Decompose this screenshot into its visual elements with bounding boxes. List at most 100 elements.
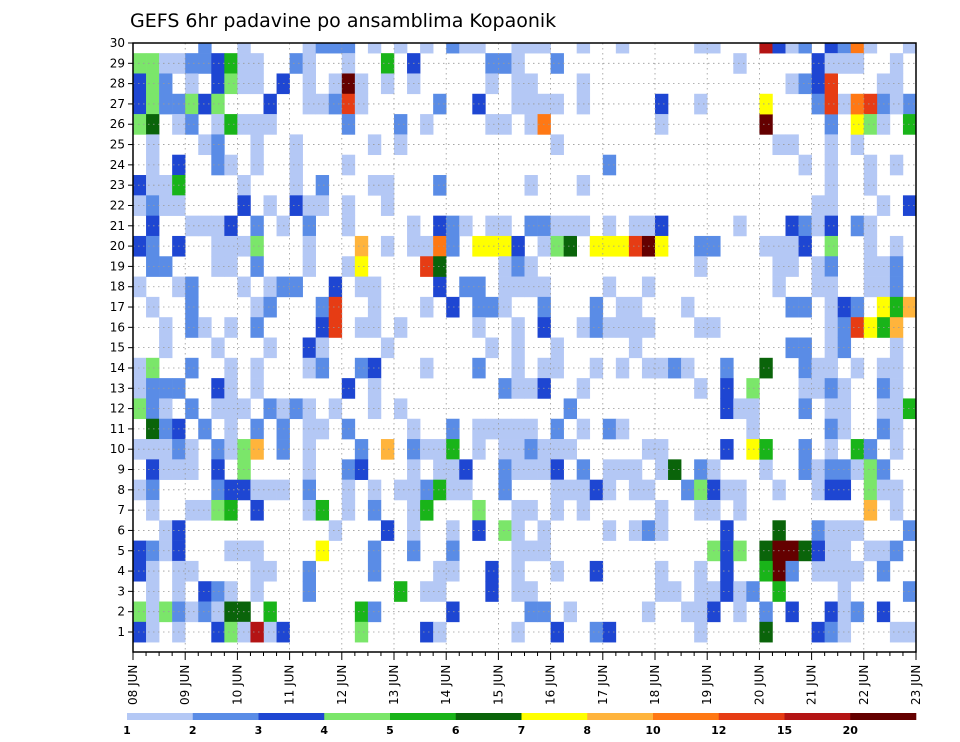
heatmap-cell xyxy=(759,357,773,379)
heatmap-cell xyxy=(328,93,343,115)
heatmap-cell xyxy=(889,398,904,420)
heatmap-cell xyxy=(367,276,382,298)
heatmap-cell xyxy=(394,398,408,420)
heatmap-cell xyxy=(146,114,160,135)
heatmap-cell xyxy=(367,134,382,156)
x-tick-label: 18 JUN xyxy=(648,665,662,705)
heatmap-cell xyxy=(785,337,799,359)
heatmap-cell xyxy=(785,560,799,582)
heatmap-cell xyxy=(224,601,238,623)
x-tick-label: 09 JUN xyxy=(178,665,192,705)
heatmap-cell xyxy=(850,114,865,135)
heatmap-cell xyxy=(354,276,369,298)
heatmap-cell xyxy=(524,114,538,135)
heatmap-cell xyxy=(367,317,382,338)
heatmap-cell xyxy=(250,53,264,74)
heatmap-cell xyxy=(655,235,669,257)
heatmap-cell xyxy=(315,195,330,216)
heatmap-cell xyxy=(524,601,538,623)
heatmap-cell xyxy=(550,418,564,440)
heatmap-cell xyxy=(720,581,734,602)
heatmap-cell xyxy=(211,235,225,257)
y-tick-label: 29 xyxy=(110,56,125,70)
y-tick-label: 3 xyxy=(117,584,125,598)
heatmap-cell xyxy=(185,439,199,460)
colorbar-label: 7 xyxy=(518,724,526,737)
heatmap-cell xyxy=(315,317,330,338)
heatmap-cell xyxy=(250,560,264,582)
heatmap-cell xyxy=(367,175,382,196)
heatmap-cell xyxy=(824,398,838,420)
heatmap-cell xyxy=(224,540,238,562)
heatmap-cell xyxy=(498,418,512,440)
heatmap-cell xyxy=(889,439,904,460)
x-tick-label: 15 JUN xyxy=(491,665,505,705)
y-tick-label: 9 xyxy=(117,463,125,477)
heatmap-cell xyxy=(863,540,878,562)
heatmap-cell xyxy=(224,357,238,379)
heatmap-cell xyxy=(824,43,838,54)
heatmap-cell xyxy=(224,621,238,643)
heatmap-cell xyxy=(798,296,812,318)
heatmap-cell xyxy=(550,459,564,480)
heatmap-cell xyxy=(824,195,838,216)
colorbar-label: 20 xyxy=(843,724,859,737)
heatmap-cell xyxy=(146,215,160,237)
heatmap-cell xyxy=(524,418,538,440)
heatmap-cell xyxy=(263,479,277,501)
heatmap-cell xyxy=(159,378,173,399)
colorbar-swatch xyxy=(324,713,391,720)
y-tick-label: 20 xyxy=(110,239,125,253)
heatmap-cell xyxy=(159,256,173,277)
heatmap-cell xyxy=(824,256,838,277)
heatmap-cell xyxy=(159,73,173,95)
heatmap-cell xyxy=(498,215,512,237)
heatmap-cell xyxy=(850,317,865,338)
heatmap-cell xyxy=(628,296,643,318)
heatmap-cell xyxy=(798,215,812,237)
heatmap-cell xyxy=(694,621,708,643)
heatmap-cell xyxy=(785,73,799,95)
heatmap-cell xyxy=(302,43,316,54)
heatmap-cell xyxy=(798,235,812,257)
heatmap-cell xyxy=(550,560,564,582)
heatmap-cell xyxy=(263,337,277,359)
heatmap-cell xyxy=(524,93,538,115)
heatmap-cell xyxy=(824,276,838,298)
heatmap-cell xyxy=(668,459,682,480)
heatmap-cell xyxy=(863,439,878,460)
heatmap-cell xyxy=(315,296,330,318)
heatmap-cell xyxy=(485,215,499,237)
heatmap-cell xyxy=(250,317,264,338)
heatmap-cell xyxy=(394,479,408,501)
heatmap-cell xyxy=(889,317,904,338)
heatmap-cell xyxy=(146,154,160,176)
heatmap-cell xyxy=(159,439,173,460)
heatmap-cell xyxy=(433,215,447,237)
colorbar-swatch xyxy=(455,713,522,720)
x-tick-label: 14 JUN xyxy=(439,665,453,705)
heatmap-cell xyxy=(367,560,382,582)
heatmap-cell xyxy=(889,378,904,399)
heatmap-cell xyxy=(850,601,865,623)
heatmap-cell xyxy=(459,479,473,501)
heatmap-cell xyxy=(146,418,160,440)
heatmap-cell xyxy=(224,418,238,440)
heatmap-cell xyxy=(550,357,564,379)
heatmap-cell xyxy=(863,154,878,176)
heatmap-cell xyxy=(185,357,199,379)
heatmap-cell xyxy=(589,479,604,501)
heatmap-cell xyxy=(524,378,538,399)
heatmap-cell xyxy=(524,439,538,460)
heatmap-cell xyxy=(133,479,147,501)
heatmap-cell xyxy=(902,520,917,541)
heatmap-cell xyxy=(380,53,395,74)
x-tick-label: 16 JUN xyxy=(544,665,558,705)
heatmap-cell xyxy=(863,317,878,338)
heatmap-cell xyxy=(367,540,382,562)
heatmap-cell xyxy=(498,235,512,257)
y-tick-label: 6 xyxy=(117,523,125,537)
heatmap-cell xyxy=(354,357,369,379)
heatmap-cell xyxy=(655,520,669,541)
heatmap-cell xyxy=(694,43,708,54)
